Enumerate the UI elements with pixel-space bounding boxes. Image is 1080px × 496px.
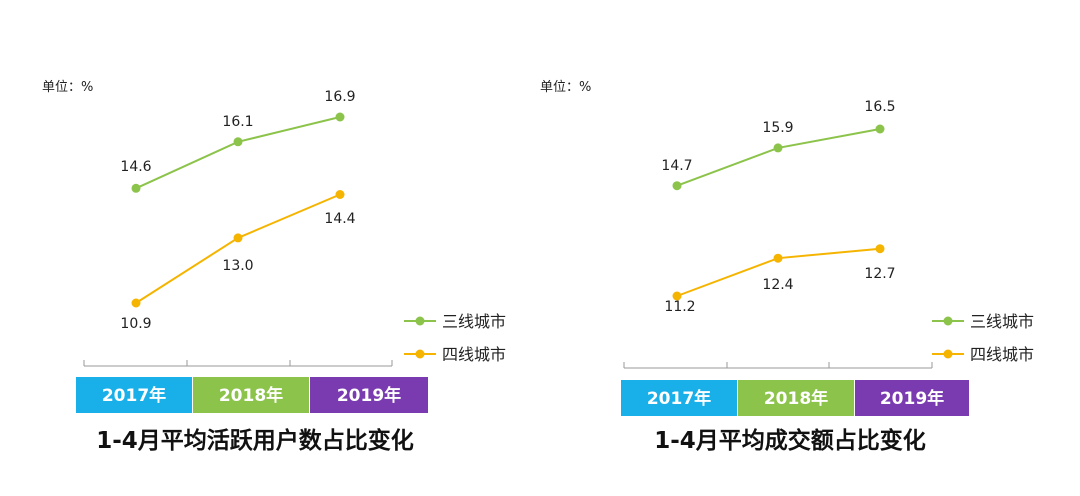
data-point <box>773 143 783 153</box>
data-label: 11.2 <box>664 299 695 315</box>
legend-label-tier3: 三线城市 <box>442 312 506 331</box>
data-label: 12.7 <box>864 266 895 282</box>
category-label-2017: 2017年 <box>647 388 711 409</box>
data-label: 10.9 <box>120 316 151 332</box>
data-label: 14.4 <box>324 211 355 227</box>
unit-label: 单位：% <box>540 80 591 95</box>
chart-title: 1-4月平均活跃用户数占比变化 <box>96 427 414 454</box>
x-axis <box>83 360 393 367</box>
data-point <box>131 183 141 193</box>
legend-label-tier4: 四线城市 <box>442 345 506 364</box>
chart-active-users: 单位：% 14.6 16.1 16.9 10.9 13.0 14.4 三线城市 … <box>42 80 506 454</box>
legend-marker-tier4 <box>415 349 425 359</box>
legend-marker-tier4 <box>943 349 953 359</box>
data-label: 13.0 <box>222 258 253 274</box>
data-point <box>335 190 345 199</box>
data-point <box>875 124 885 134</box>
data-point <box>672 291 682 301</box>
category-label-2019: 2019年 <box>337 385 401 406</box>
year-box-2019 <box>310 377 428 413</box>
data-label: 16.9 <box>324 89 355 105</box>
category-label-2018: 2018年 <box>219 385 283 406</box>
series-line-tier4 <box>135 193 341 304</box>
data-point <box>875 244 885 254</box>
x-axis <box>623 362 933 369</box>
data-point <box>131 298 141 308</box>
unit-label: 单位：% <box>42 80 93 95</box>
data-point <box>233 137 243 147</box>
category-label-2017: 2017年 <box>102 385 166 406</box>
year-box-2018 <box>193 377 309 413</box>
chart-title: 1-4月平均成交额占比变化 <box>654 427 926 454</box>
data-point <box>773 253 783 263</box>
chart-transaction-value: 单位：% 14.7 15.9 16.5 11.2 12.4 12.7 三线城市 … <box>540 80 1034 454</box>
series-line-tier3 <box>676 128 881 187</box>
data-label: 12.4 <box>762 277 793 293</box>
legend-marker-tier3 <box>943 316 953 326</box>
data-label: 16.5 <box>864 99 895 115</box>
data-label: 16.1 <box>222 114 253 130</box>
year-box-2017 <box>621 380 737 416</box>
legend-label-tier4: 四线城市 <box>970 345 1034 364</box>
legend-label-tier3: 三线城市 <box>970 312 1034 331</box>
data-point <box>335 112 345 122</box>
category-label-2019: 2019年 <box>880 388 944 409</box>
year-box-2018 <box>738 380 854 416</box>
data-label: 15.9 <box>762 120 793 136</box>
data-label: 14.7 <box>661 158 692 174</box>
category-label-2018: 2018年 <box>764 388 828 409</box>
year-box-2017 <box>76 377 192 413</box>
data-label: 14.6 <box>120 159 151 175</box>
year-box-2019 <box>855 380 969 416</box>
data-point <box>672 181 682 191</box>
legend-marker-tier3 <box>415 316 425 326</box>
data-point <box>233 233 243 243</box>
